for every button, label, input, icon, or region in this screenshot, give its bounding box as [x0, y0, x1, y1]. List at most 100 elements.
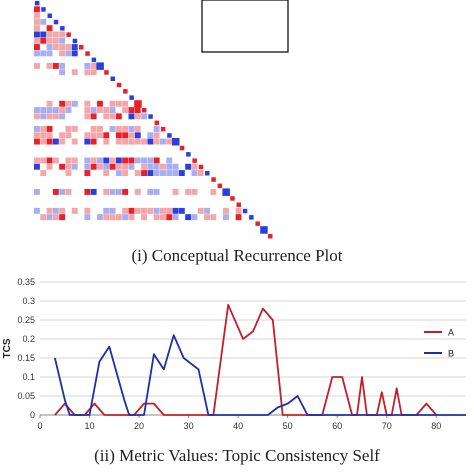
- recurrence-cell: [153, 170, 160, 176]
- recurrence-cell: [59, 132, 66, 139]
- recurrence-cell: [84, 170, 91, 176]
- recurrence-cell: [40, 107, 47, 113]
- recurrence-cell: [71, 207, 78, 214]
- recurrence-cell: [40, 18, 47, 25]
- recurrence-cell: [40, 157, 47, 164]
- recurrence-cell: [84, 163, 91, 170]
- recurrence-cell: [153, 132, 160, 139]
- recurrence-cell: [103, 107, 110, 113]
- y-axis-label: TCS: [2, 338, 13, 358]
- recurrence-cell: [90, 113, 97, 120]
- recurrence-cell: [160, 170, 166, 176]
- x-tick-label: 30: [184, 421, 194, 431]
- y-tick-label: 0.3: [22, 296, 35, 306]
- diagonal-cell: [268, 234, 273, 239]
- recurrence-cell: [109, 113, 116, 120]
- diagonal-cell: [236, 202, 241, 207]
- recurrence-cell: [59, 37, 66, 44]
- recurrence-cell: [134, 207, 141, 214]
- recurrence-cell: [59, 138, 66, 145]
- recurrence-cell: [46, 214, 53, 221]
- recurrence-cell: [34, 31, 40, 38]
- recurrence-cell: [71, 69, 78, 76]
- recurrence-cell: [166, 207, 173, 214]
- recurrence-cell: [235, 214, 242, 221]
- recurrence-cell: [103, 163, 110, 170]
- legend-label-B: B: [448, 349, 454, 359]
- recurrence-cell: [122, 157, 129, 164]
- recurrence-cell: [34, 44, 40, 50]
- recurrence-cell: [122, 138, 129, 145]
- recurrence-cell: [46, 31, 53, 38]
- recurrence-cell: [40, 31, 47, 38]
- recurrence-cell: [109, 189, 116, 195]
- recurrence-cell: [46, 37, 53, 44]
- recurrence-cell: [40, 214, 47, 221]
- recurrence-cell: [40, 37, 47, 44]
- recurrence-cell: [166, 170, 173, 176]
- diagonal-cell: [260, 226, 268, 234]
- recurrence-cell: [52, 107, 59, 113]
- recurrence-cell: [90, 107, 97, 113]
- recurrence-cell: [71, 44, 78, 50]
- recurrence-cell: [128, 163, 135, 170]
- recurrence-cell: [34, 50, 40, 57]
- recurrence-cell: [115, 214, 122, 221]
- recurrence-cell: [172, 214, 179, 221]
- recurrence-cell: [46, 63, 53, 69]
- recurrence-cell: [128, 207, 135, 214]
- recurrence-cell: [71, 126, 78, 132]
- recurrence-cell: [178, 207, 185, 214]
- recurrence-cell: [115, 126, 122, 132]
- recurrence-cell: [191, 163, 198, 170]
- recurrence-cell: [128, 113, 135, 120]
- diagonal-cell: [167, 133, 172, 138]
- recurrence-cell: [90, 69, 97, 76]
- recurrence-cell: [223, 214, 229, 221]
- recurrence-cell: [52, 37, 59, 44]
- recurrence-cell: [109, 107, 116, 113]
- recurrence-cell: [59, 31, 66, 38]
- recurrence-cell: [134, 157, 141, 164]
- recurrence-cell: [134, 107, 141, 113]
- recurrence-cell: [128, 132, 135, 139]
- recurrence-cell: [153, 157, 160, 164]
- diagonal-cell: [172, 138, 180, 146]
- recurrence-cell: [65, 126, 72, 132]
- recurrence-cell: [59, 163, 66, 170]
- recurrence-cell: [65, 163, 72, 170]
- recurrence-cell: [40, 113, 47, 120]
- recurrence-cell: [122, 132, 129, 139]
- diagonal-cell: [129, 95, 134, 100]
- recurrence-cell: [191, 214, 198, 221]
- recurrence-cell: [141, 157, 147, 164]
- recurrence-cell: [153, 207, 160, 214]
- diagonal-cell: [91, 57, 97, 63]
- diagonal-cell: [85, 51, 90, 56]
- recurrence-cell: [34, 157, 40, 164]
- recurrence-cell: [40, 50, 47, 57]
- x-tick-label: 20: [134, 421, 144, 431]
- recurrence-cell: [46, 100, 53, 107]
- recurrence-cell: [103, 138, 110, 145]
- recurrence-cell: [34, 12, 40, 19]
- diagonal-cell: [116, 82, 122, 88]
- diagonal-cell: [34, 0, 40, 6]
- recurrence-cells: [34, 6, 242, 221]
- recurrence-cell: [97, 132, 103, 139]
- x-tick-label: 0: [37, 421, 42, 431]
- recurrence-cell: [59, 69, 66, 76]
- recurrence-cell: [52, 157, 59, 164]
- recurrence-cell: [172, 163, 179, 170]
- recurrence-cell: [46, 163, 53, 170]
- y-tick-label: 0.25: [17, 315, 35, 325]
- recurrence-cell: [84, 100, 91, 107]
- recurrence-cell: [160, 163, 166, 170]
- recurrence-plot-caption: (i) Conceptual Recurrence Plot: [131, 246, 343, 265]
- recurrence-cell: [153, 189, 160, 195]
- recurrence-cell: [84, 214, 91, 221]
- recurrence-cell: [97, 163, 103, 170]
- recurrence-cell: [147, 170, 154, 176]
- recurrence-cell: [40, 126, 47, 132]
- recurrence-cell: [172, 189, 179, 195]
